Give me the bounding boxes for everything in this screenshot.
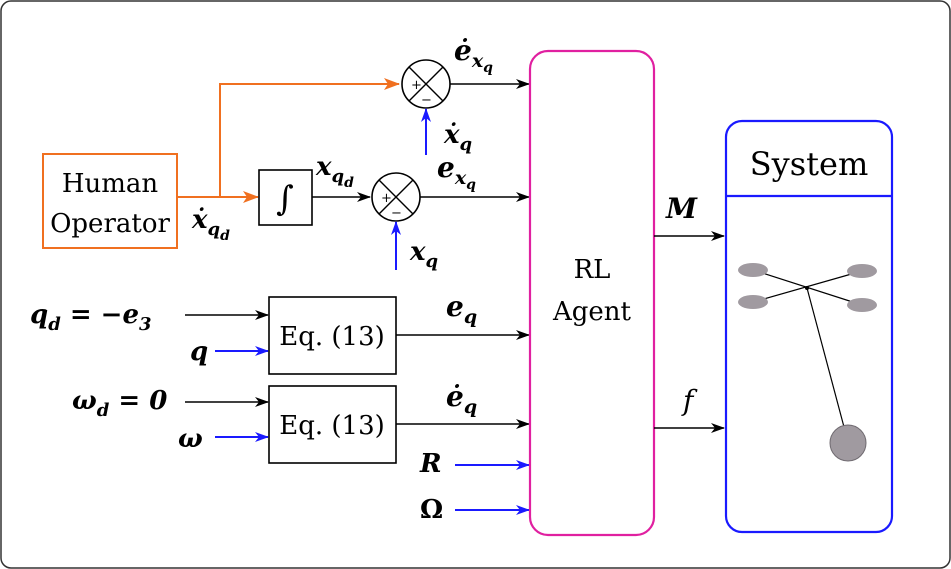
eq13-bottom-label: Eq. (13) [279, 411, 385, 441]
rotor-top-right [847, 264, 877, 278]
system-title: System [750, 145, 869, 183]
lower-sum-plus: + [381, 191, 392, 206]
exq-label: exq [437, 151, 476, 193]
wd-equals-label: ωd = 0 [72, 386, 167, 421]
top-sum-plus: + [411, 78, 422, 93]
human-operator-label-line1: Human [62, 169, 159, 199]
eq13-top-label: Eq. (13) [279, 322, 385, 352]
xq-label: xq [409, 237, 438, 272]
q-label: q [190, 337, 208, 367]
rotor-bottom-left [738, 295, 768, 309]
rotor-top-left [738, 263, 768, 277]
integral-symbol: ∫ [276, 179, 294, 219]
xqd-dot-label: ẋqd [191, 205, 230, 244]
R-label: R [419, 449, 442, 479]
top-summing-junction: + − [401, 59, 451, 109]
rl-agent-block: RL Agent [528, 49, 656, 537]
eq13-top-block: Eq. (13) [268, 296, 397, 375]
Omega-label: Ω [420, 495, 443, 525]
top-sum-minus: − [421, 93, 432, 108]
exq-dot-label: ėxq [454, 34, 493, 76]
human-operator-block: Human Operator [42, 153, 178, 249]
eq13-bottom-block: Eq. (13) [268, 385, 397, 464]
eq-dot-label: ėq [446, 380, 477, 418]
quadrotor-payload-illustration [738, 263, 877, 462]
human-operator-label-line2: Operator [50, 209, 170, 239]
M-label: M [665, 192, 698, 225]
xq-dot-label: ẋq [443, 120, 472, 155]
lower-summing-junction: + − [371, 172, 421, 222]
rl-agent-label-line2: Agent [552, 297, 632, 327]
integrator-block: ∫ [258, 169, 313, 226]
qd-equals-label: qd = −e3 [30, 300, 152, 335]
payload-mass [829, 424, 867, 462]
w-label: ω [178, 424, 203, 454]
system-block: System [724, 119, 894, 534]
eq-label: eq [446, 290, 477, 328]
xqd-label: xqd [315, 152, 354, 191]
operator-to-top-sum-line [219, 78, 400, 197]
lower-sum-minus: − [391, 206, 402, 221]
rotor-bottom-right [847, 298, 877, 312]
rl-agent-label-line1: RL [574, 255, 611, 285]
